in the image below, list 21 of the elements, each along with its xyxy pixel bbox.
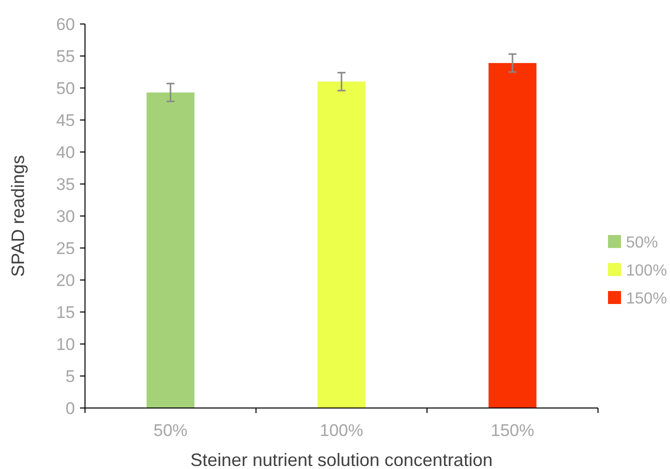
y-tick-label: 35 [56, 174, 75, 194]
y-tick-label: 0 [66, 398, 75, 418]
y-tick-label: 5 [66, 366, 75, 386]
legend-label: 50% [626, 234, 658, 252]
y-tick-label: 30 [56, 206, 75, 226]
x-tick-label: 100% [320, 421, 364, 440]
y-tick-label: 25 [56, 238, 75, 258]
y-tick-label: 60 [56, 14, 75, 34]
y-tick-label: 55 [56, 46, 75, 66]
x-tick-label: 150% [490, 421, 534, 440]
legend-label: 150% [626, 290, 667, 308]
y-tick-label: 40 [56, 142, 75, 162]
y-tick-label: 50 [56, 78, 75, 98]
x-axis-title: Steiner nutrient solution concentration [190, 450, 493, 469]
legend-label: 100% [626, 262, 667, 280]
y-axis-title: SPAD readings [8, 155, 28, 277]
y-tick-label: 15 [56, 302, 75, 322]
y-tick-label: 45 [56, 110, 75, 130]
y-tick-label: 10 [56, 334, 75, 354]
x-tick-label: 50% [153, 421, 188, 440]
y-tick-label: 20 [56, 270, 75, 290]
